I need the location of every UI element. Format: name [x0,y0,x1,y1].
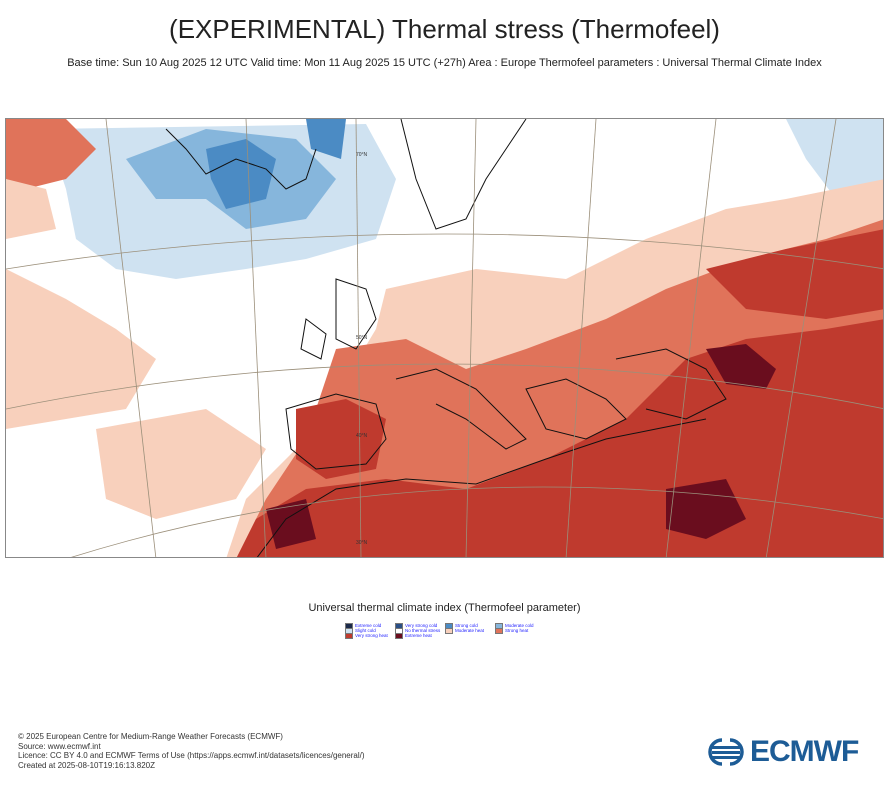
grid-label: 30°N [356,540,368,546]
source-text: Source: www.ecmwf.int [18,741,101,751]
grid-label: 40°N [356,433,368,439]
extreme-heat-libya [666,479,746,539]
legend-label: Extreme heat [405,633,432,638]
legend-label: Moderate cold [505,623,534,628]
chart-title: (EXPERIMENTAL) Thermal stress (Thermofee… [169,14,720,44]
legend-label: Extreme cold [355,623,382,628]
legend-label: No thermal stress [405,628,441,633]
legend-label: Very strong heat [355,633,388,638]
map-canvas: 70°N 50°N 40°N 30°N [6,119,883,557]
legend-swatch [445,627,453,634]
grid-label: 50°N [356,335,368,341]
moderate-heat-atlantic-2 [96,409,266,519]
legend-item: Extreme heat [395,632,432,639]
legend-label: Strong heat [505,628,529,633]
legend-item: Moderate heat [445,627,484,634]
licence-text: Licence: CC BY 4.0 and ECMWF Terms of Us… [18,751,365,760]
extreme-heat-morocco [266,499,316,549]
legend-label: Very strong cold [405,623,438,628]
very-strong-heat-east [706,229,883,319]
coastlines [165,119,727,557]
ecmwf-logo-icon [708,738,744,766]
legend-item: Strong heat [495,627,528,634]
created-text: Created at 2025-08-10T19:16:13.820Z [18,760,155,770]
graticule [6,119,883,557]
legend-label: Moderate heat [455,628,485,633]
thermal-stress-map: 70°N 50°N 40°N 30°N [5,118,884,558]
legend-swatch [395,632,403,639]
legend-item: Very strong heat [345,632,388,639]
legend-label: Strong cold [455,623,478,628]
copyright-text: © 2025 European Centre for Medium-Range … [18,732,283,741]
legend-swatch [345,632,353,639]
heat-nw [6,119,96,189]
heat-nw-light [6,179,56,239]
legend-title: Universal thermal climate index (Thermof… [308,602,581,614]
footer-credits: © 2025 European Centre for Medium-Range … [18,732,365,770]
ecmwf-logo: ECMWF [706,732,876,772]
strong-cold-area [206,139,276,209]
legend-swatch [495,627,503,634]
grid-label: 70°N [356,152,368,158]
legend-label: Slight cold [355,628,376,633]
chart-subtitle: Base time: Sun 10 Aug 2025 12 UTC Valid … [67,57,822,69]
extreme-heat-iraq [706,344,776,389]
ecmwf-logo-text: ECMWF [750,735,859,768]
very-strong-heat-iberia [296,399,386,479]
